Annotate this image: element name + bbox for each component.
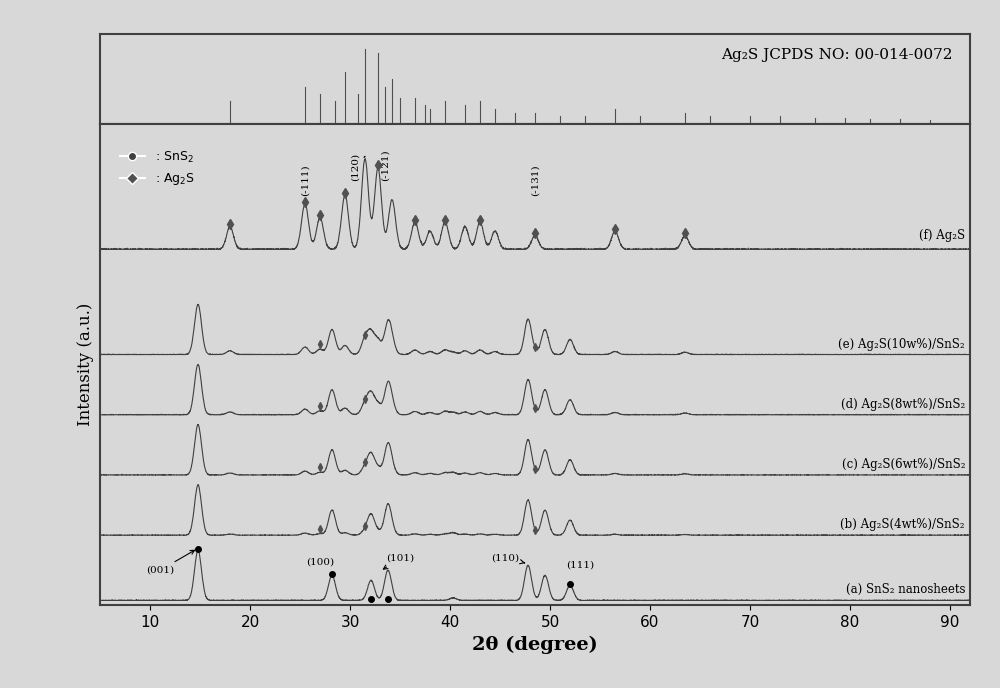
Text: (e) Ag₂S(10w%)/SnS₂: (e) Ag₂S(10w%)/SnS₂: [838, 338, 965, 351]
Text: (c) Ag₂S(6wt%)/SnS₂: (c) Ag₂S(6wt%)/SnS₂: [842, 458, 965, 471]
Legend: : SnS$_2$, : Ag$_2$S: : SnS$_2$, : Ag$_2$S: [115, 144, 200, 192]
Text: (100): (100): [306, 557, 334, 566]
Y-axis label: Intensity (a.u.): Intensity (a.u.): [77, 303, 94, 427]
Text: (120): (120): [351, 153, 365, 181]
Text: (-131): (-131): [530, 164, 540, 196]
Text: (-121): (-121): [380, 149, 390, 181]
Text: (110): (110): [491, 553, 525, 563]
Text: Ag₂S JCPDS NO: 00-014-0072: Ag₂S JCPDS NO: 00-014-0072: [721, 48, 953, 62]
Text: (b) Ag₂S(4wt%)/SnS₂: (b) Ag₂S(4wt%)/SnS₂: [840, 518, 965, 531]
Text: (001): (001): [146, 550, 195, 575]
Text: (d) Ag₂S(8wt%)/SnS₂: (d) Ag₂S(8wt%)/SnS₂: [841, 398, 965, 411]
Text: (101): (101): [383, 554, 414, 569]
Text: (f) Ag₂S: (f) Ag₂S: [919, 229, 965, 242]
Text: (-111): (-111): [300, 164, 310, 196]
X-axis label: 2θ (degree): 2θ (degree): [472, 636, 598, 654]
Text: (a) SnS₂ nanosheets: (a) SnS₂ nanosheets: [846, 583, 965, 596]
Text: (111): (111): [566, 561, 594, 570]
